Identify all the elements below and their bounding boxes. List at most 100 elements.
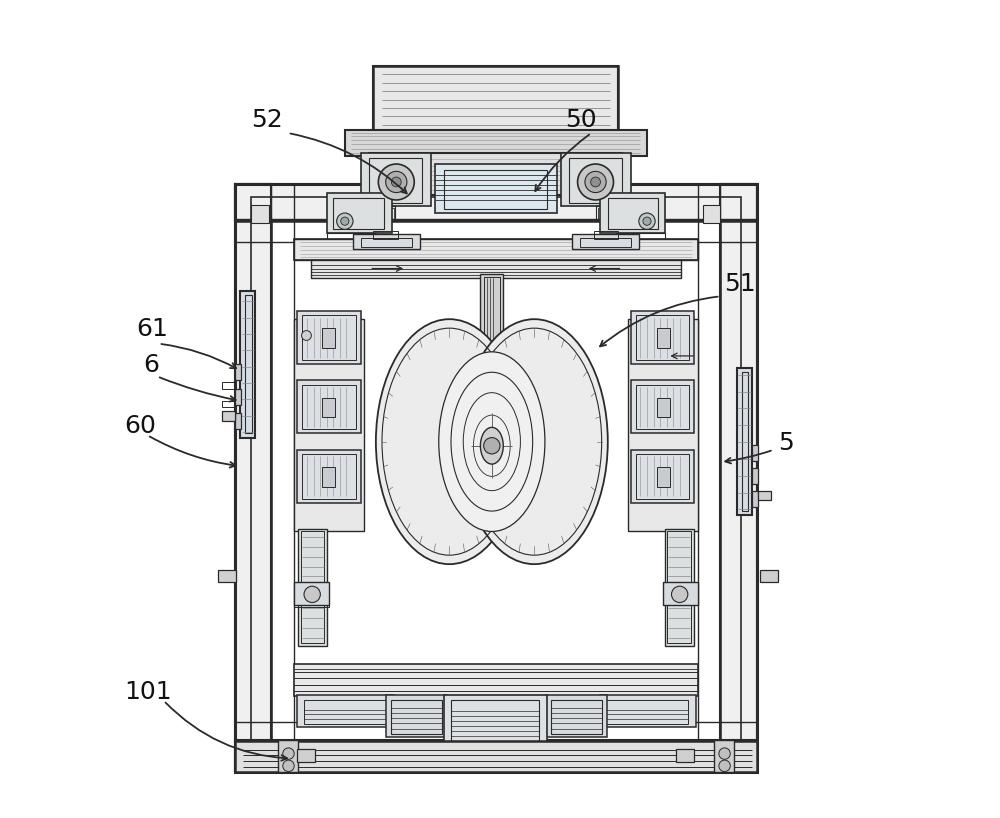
Bar [631, 450, 694, 503]
Bar [327, 192, 392, 233]
Bar [477, 363, 507, 375]
Bar [235, 739, 757, 772]
Bar [667, 532, 691, 582]
Bar [278, 739, 298, 772]
Bar [222, 401, 235, 407]
Bar [596, 206, 629, 221]
Bar [345, 130, 647, 156]
Circle shape [484, 438, 500, 454]
Bar [235, 184, 271, 772]
Bar [569, 159, 622, 203]
Bar [665, 529, 694, 585]
Bar [245, 294, 252, 434]
Circle shape [341, 217, 349, 225]
Bar [302, 454, 356, 499]
Bar [235, 218, 757, 241]
Bar [369, 159, 422, 203]
Ellipse shape [461, 319, 608, 564]
Circle shape [585, 171, 606, 192]
Bar [477, 356, 507, 366]
Bar [636, 454, 689, 499]
Bar [594, 231, 618, 239]
Bar [444, 169, 547, 209]
Bar [361, 237, 412, 247]
Bar [551, 699, 602, 734]
Bar [703, 750, 720, 768]
Bar [606, 699, 688, 724]
Circle shape [719, 760, 730, 771]
Text: 5: 5 [778, 431, 793, 455]
Bar [386, 694, 447, 737]
Bar [304, 699, 386, 724]
Text: 50: 50 [565, 108, 597, 133]
Bar [484, 276, 500, 358]
Bar [657, 467, 670, 487]
Bar [752, 491, 758, 507]
Bar [240, 290, 255, 438]
Circle shape [283, 760, 294, 771]
Circle shape [302, 330, 311, 340]
Bar [345, 130, 647, 156]
Bar [311, 260, 681, 278]
Bar [657, 328, 670, 348]
Bar [631, 311, 694, 364]
Bar [657, 398, 670, 417]
Bar [302, 384, 356, 429]
Bar [235, 739, 757, 772]
Bar [361, 154, 431, 206]
Bar [636, 315, 689, 360]
Bar [222, 411, 235, 421]
Bar [294, 239, 698, 260]
Bar [327, 232, 376, 245]
Bar [616, 232, 665, 245]
Bar [235, 184, 757, 772]
Circle shape [578, 164, 614, 200]
Bar [297, 311, 361, 364]
Text: 61: 61 [137, 317, 168, 340]
Bar [608, 198, 658, 229]
Bar [676, 748, 694, 762]
Bar [667, 593, 691, 644]
Bar [714, 739, 734, 772]
Bar [598, 208, 627, 219]
Ellipse shape [451, 372, 533, 511]
Bar [720, 184, 757, 772]
Ellipse shape [463, 393, 520, 491]
Bar [322, 398, 335, 417]
Bar [297, 748, 315, 762]
Bar [302, 315, 356, 360]
Bar [698, 184, 720, 772]
Bar [663, 582, 698, 605]
Bar [600, 694, 696, 727]
Bar [298, 529, 327, 585]
Text: 101: 101 [124, 680, 172, 704]
Bar [758, 491, 771, 501]
Bar [572, 234, 639, 249]
Bar [444, 694, 547, 744]
Bar [364, 208, 394, 219]
Bar [600, 192, 665, 233]
Bar [760, 570, 778, 582]
Ellipse shape [473, 415, 510, 476]
Bar [301, 532, 324, 582]
Bar [636, 384, 689, 429]
Bar [373, 231, 398, 239]
Bar [369, 153, 622, 195]
Bar [373, 66, 618, 132]
Bar [251, 750, 269, 768]
Bar [251, 196, 741, 760]
Bar [480, 274, 503, 360]
Ellipse shape [376, 319, 523, 564]
Bar [294, 582, 329, 605]
Text: 52: 52 [251, 108, 283, 133]
Bar [235, 389, 241, 405]
Bar [235, 184, 757, 221]
Bar [271, 184, 294, 772]
Bar [628, 319, 698, 532]
Text: 51: 51 [725, 272, 756, 295]
Circle shape [304, 587, 320, 603]
Bar [391, 699, 442, 734]
Bar [363, 206, 395, 221]
Circle shape [337, 213, 353, 229]
Circle shape [591, 177, 600, 187]
